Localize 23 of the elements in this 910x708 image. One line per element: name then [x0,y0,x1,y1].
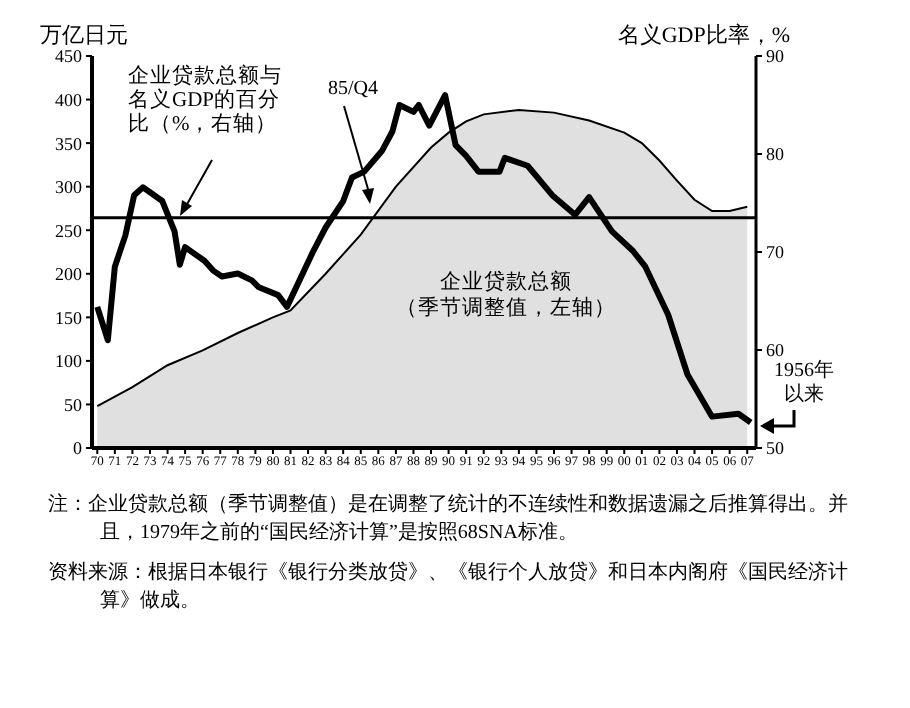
y2-tick-label: 60 [766,340,785,361]
y-tick-label: 50 [64,394,83,415]
text: 1956年以来 [772,360,836,408]
y-tick-label: 350 [55,133,83,154]
y-tick-label: 300 [55,177,83,198]
y2-axis-title: 名义GDP比率，% [617,21,790,50]
y-tick-label: 0 [73,438,83,459]
y2-tick-label: 80 [766,144,785,165]
annotation: 85/Q4 [328,78,378,100]
text: 企业贷款总额与名义GDP的百分比（%，右轴） [128,66,284,138]
y2-tick-label: 90 [766,46,785,67]
y-tick-label: 100 [55,351,83,372]
y-axis-title: 万亿日元 [40,22,128,50]
y-tick-label: 450 [55,46,83,67]
y2-tick-label: 50 [766,438,785,459]
y-tick-label: 250 [55,220,83,241]
y-tick-label: 400 [55,89,83,110]
text: 资料来源：根据日本银行《银行分类放贷》、《银行个人放贷》和日本内阁府《国民经济计算》做成。 [48,560,850,616]
series-label: 企业贷款总额（季节调整值，左轴） [394,270,618,322]
y-tick-label: 200 [55,264,83,285]
y-tick-label: 150 [55,307,83,328]
text: 注：企业贷款总额（季节调整值）是在调整了统计的不连续性和数据遗漏之后推算得出。并且，1979年之前的“国民经济计算”是按照68SNA标准。 [48,492,850,548]
y2-tick-label: 70 [766,242,785,263]
